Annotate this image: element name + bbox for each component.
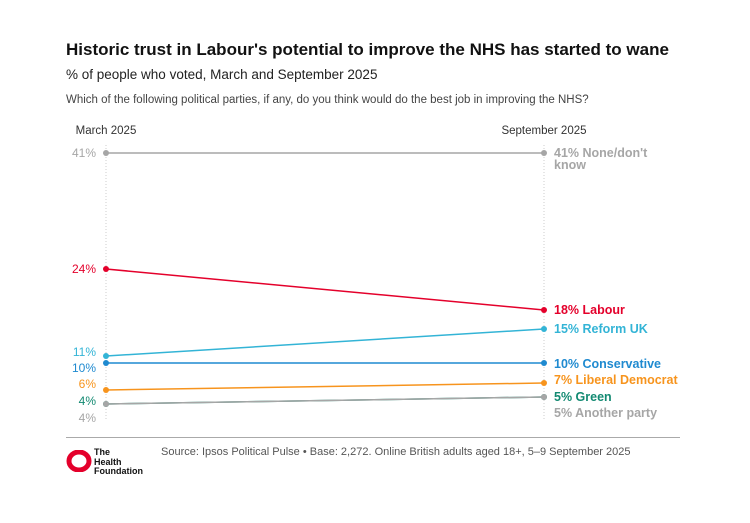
point-end-0 — [541, 150, 547, 156]
point-start-2 — [103, 353, 109, 359]
point-end-6 — [541, 394, 547, 400]
series-line-2 — [105, 328, 545, 357]
point-start-3 — [103, 360, 109, 366]
start-label-1: 24% — [72, 262, 96, 276]
point-start-0 — [103, 150, 109, 156]
series-line-4 — [105, 382, 545, 391]
x-label-start: March 2025 — [76, 125, 137, 137]
point-start-1 — [103, 266, 109, 272]
start-label-0: 41% — [72, 146, 96, 160]
point-end-3 — [541, 360, 547, 366]
logo-line: The — [94, 447, 111, 457]
end-label-0: 41% None/don't — [554, 146, 648, 160]
end-label-1: 18% Labour — [554, 303, 625, 317]
logo-line: Foundation — [94, 466, 143, 476]
end-label-3: 10% Conservative — [554, 357, 661, 371]
start-label-3: 10% — [72, 361, 96, 375]
source-note: Source: Ipsos Political Pulse • Base: 2,… — [161, 446, 631, 458]
end-label-4: 7% Liberal Democrat — [554, 373, 678, 387]
footer-divider — [66, 437, 680, 438]
slope-chart: March 2025 September 2025 41% 41% None/don'… — [72, 125, 679, 425]
start-label-6: 4% — [79, 411, 97, 425]
x-label-end: September 2025 — [501, 125, 586, 137]
health-foundation-logo-icon — [66, 450, 92, 472]
logo-text: The Health Foundation — [94, 447, 154, 477]
point-end-4 — [541, 380, 547, 386]
end-label-0: know — [554, 158, 586, 172]
point-end-1 — [541, 307, 547, 313]
series-line-1 — [105, 268, 545, 311]
point-start-6 — [103, 401, 109, 407]
point-start-4 — [103, 387, 109, 393]
survey-question: Which of the following political parties… — [66, 94, 589, 106]
end-label-6: 5% Another party — [554, 406, 657, 420]
start-label-5: 4% — [79, 394, 97, 408]
start-label-4: 6% — [79, 377, 97, 391]
chart-title: Historic trust in Labour's potential to … — [66, 40, 669, 59]
series-line-6 — [105, 396, 545, 405]
start-label-2: 11% — [73, 345, 96, 359]
end-label-2: 15% Reform UK — [554, 322, 648, 336]
logo-line: Health — [94, 456, 122, 467]
point-end-2 — [541, 326, 547, 332]
chart-subtitle: % of people who voted, March and Septemb… — [66, 67, 378, 82]
end-label-5: 5% Green — [554, 390, 612, 404]
